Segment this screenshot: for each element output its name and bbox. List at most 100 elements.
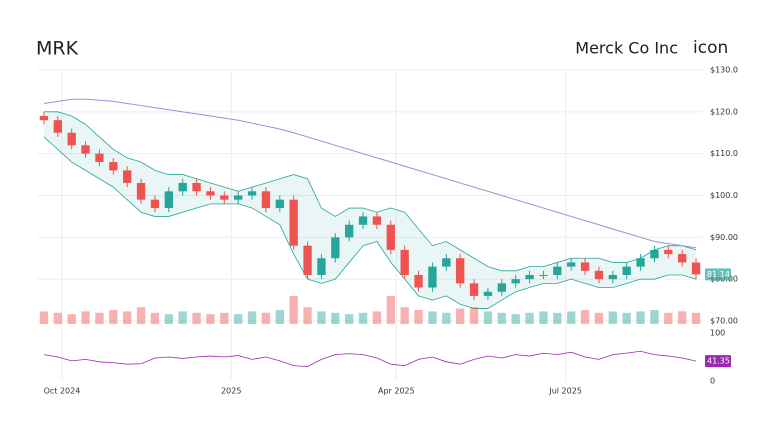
- candle-body: [247, 191, 257, 196]
- candle-body: [622, 266, 631, 275]
- y-tick-label: $90.00: [710, 233, 738, 242]
- price-label-box: [705, 268, 731, 281]
- candle-body: [206, 191, 215, 196]
- candle-body: [608, 274, 617, 280]
- volume-bar: [192, 312, 201, 324]
- volume-bar: [400, 307, 409, 324]
- candle-body: [483, 291, 493, 296]
- volume-bar: [636, 311, 645, 324]
- candle-body: [650, 249, 659, 259]
- bollinger-lower: [43, 136, 697, 309]
- volume-bar: [567, 311, 576, 324]
- volume-bar: [553, 312, 562, 324]
- candle-body: [386, 224, 395, 250]
- candle-body: [53, 120, 62, 133]
- candle-body: [81, 145, 90, 154]
- price-label: 81.14: [707, 270, 730, 279]
- candle-body: [594, 270, 604, 280]
- candle-body: [511, 279, 520, 284]
- icon: icon: [693, 38, 728, 58]
- volume-bar: [525, 312, 534, 324]
- volume-bar: [261, 312, 271, 324]
- volume-bar: [594, 312, 604, 324]
- candle-body: [567, 262, 576, 267]
- candle-body: [261, 191, 271, 209]
- candle-body: [428, 266, 437, 288]
- volume-bar: [678, 311, 687, 324]
- candle-body: [275, 199, 284, 209]
- volume-bar: [150, 312, 160, 324]
- candle-body: [539, 274, 548, 276]
- candle-body: [580, 262, 590, 271]
- candle-body: [234, 195, 243, 200]
- candle-body: [192, 182, 201, 192]
- volume-bar: [414, 310, 423, 324]
- candle-body: [497, 283, 506, 292]
- volume-bar: [303, 307, 312, 324]
- candle-body: [469, 283, 479, 296]
- x-tick-label: 2025: [221, 387, 241, 396]
- volume-bar: [650, 310, 659, 324]
- rsi-label: 41.35: [707, 357, 730, 366]
- volume-bar: [317, 311, 326, 324]
- volume-bar: [497, 312, 506, 324]
- volume-bar: [136, 307, 146, 324]
- x-tick-label: Oct 2024: [44, 387, 81, 396]
- candle-body: [372, 216, 382, 225]
- candle-body: [220, 195, 229, 200]
- volume-bar: [234, 314, 243, 324]
- rsi-line: [43, 350, 697, 368]
- company: Merck Co Inc: [575, 39, 678, 58]
- volume-bar: [456, 308, 465, 324]
- candle-body: [456, 258, 465, 284]
- symbol: MRK: [36, 38, 79, 60]
- volume-bar: [622, 312, 631, 324]
- bollinger-fill: [43, 111, 697, 309]
- volume-bar: [206, 314, 215, 324]
- candle-body: [636, 258, 645, 267]
- volume-bar: [483, 311, 493, 324]
- candle-body: [414, 274, 423, 288]
- candle-body: [67, 132, 76, 146]
- candle-body: [289, 199, 298, 246]
- volume-bar: [164, 314, 173, 324]
- volume-bar: [95, 312, 104, 324]
- candle-body: [678, 254, 687, 263]
- rsi-tick-label: 0: [710, 377, 715, 386]
- candle-body: [150, 199, 160, 209]
- sma200: [43, 98, 697, 249]
- x-tick-label: Jul 2025: [548, 387, 582, 396]
- candle-body: [525, 274, 534, 280]
- volume-bar: [247, 311, 257, 324]
- volume-bar: [691, 312, 701, 324]
- y-tick-label: $70.00: [710, 317, 738, 326]
- candle-body: [691, 262, 701, 275]
- volume-bar: [664, 312, 673, 324]
- volume-bar: [39, 311, 49, 324]
- volume-bar: [67, 314, 76, 324]
- rsi-tick-label: 100: [710, 329, 725, 338]
- candle-body: [400, 249, 409, 275]
- volume-bar: [109, 310, 118, 324]
- bollinger-upper: [43, 111, 697, 272]
- candle-body: [109, 162, 118, 171]
- y-tick-label: $110.0: [710, 149, 738, 158]
- y-tick-label: $120.0: [710, 107, 738, 116]
- candle-body: [442, 258, 451, 267]
- volume-bar: [331, 312, 340, 324]
- candle-body: [553, 266, 562, 275]
- candle-body: [345, 224, 354, 238]
- candle-body: [331, 237, 340, 259]
- volume-bar: [275, 310, 284, 324]
- candle-body: [317, 258, 326, 275]
- y-tick-label: $130.0: [710, 66, 738, 75]
- y-tick-label: $100.0: [710, 191, 738, 200]
- candle-body: [164, 191, 173, 209]
- volume-bar: [358, 312, 368, 324]
- candle-body: [303, 245, 312, 275]
- volume-bar: [178, 311, 187, 324]
- volume-bar: [428, 311, 437, 324]
- volume-bar: [608, 311, 617, 324]
